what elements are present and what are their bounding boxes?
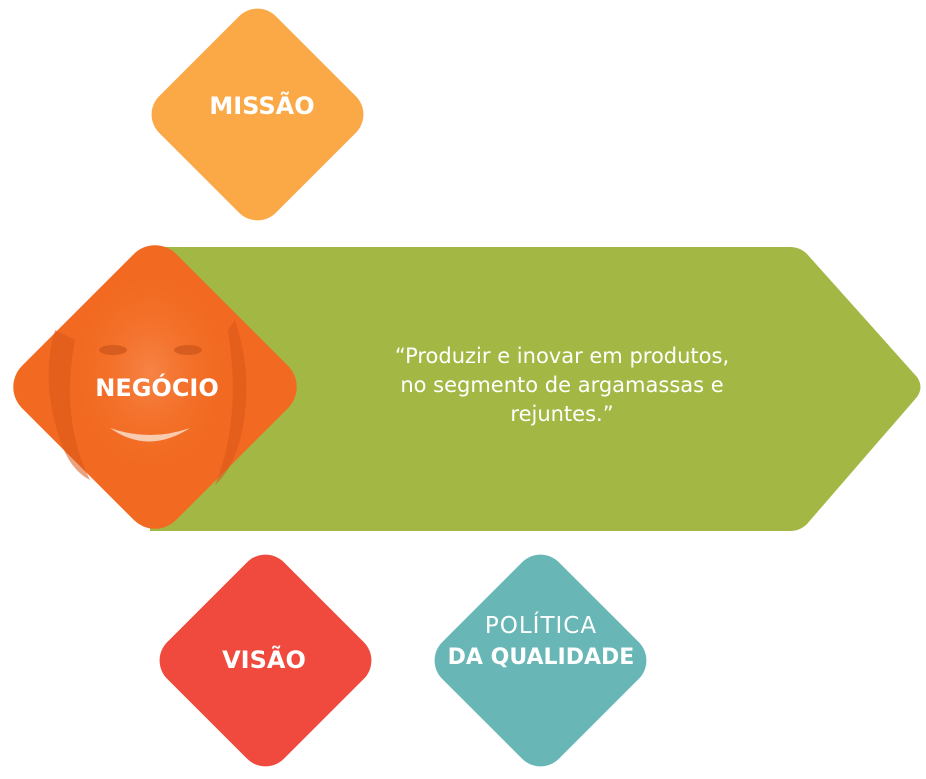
politica-diamond xyxy=(434,554,647,767)
negocio-diamond-group xyxy=(13,245,297,529)
eye-right xyxy=(174,345,202,355)
eye-left xyxy=(99,345,127,355)
face-photo xyxy=(68,264,232,480)
hair-shadow-left xyxy=(48,330,90,480)
smile xyxy=(110,428,190,442)
quote-line-3: rejuntes.” xyxy=(510,402,614,426)
quote-line-2: no segmento de argamassas e xyxy=(400,373,724,397)
quote-line-1: “Produzir e inovar em produtos, xyxy=(394,344,730,368)
visao-label: VISÃO xyxy=(222,646,306,674)
politica-label-line1: POLÍTICA xyxy=(484,613,598,639)
negocio-label: NEGÓCIO xyxy=(95,374,219,402)
hair-shadow-right xyxy=(215,320,247,485)
visao-diamond xyxy=(159,554,372,767)
politica-label-line2: DA QUALIDADE xyxy=(447,645,635,670)
negocio-arrow-banner xyxy=(150,247,921,531)
missao-label: MISSÃO xyxy=(209,92,315,120)
negocio-quote: “Produzir e inovar em produtos, no segme… xyxy=(352,342,772,429)
missao-diamond xyxy=(151,8,364,221)
